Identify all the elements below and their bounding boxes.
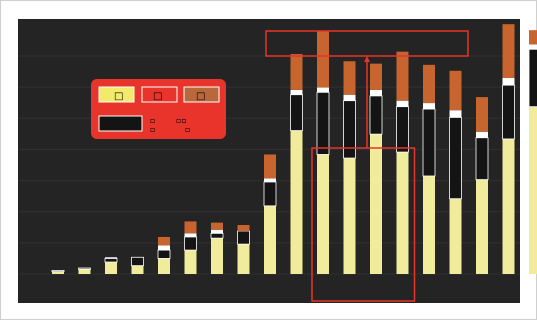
bar-segment xyxy=(78,269,91,274)
legend-swatch-2 xyxy=(141,86,178,103)
bar-segment xyxy=(237,244,250,274)
bar-segment xyxy=(184,250,197,274)
bar-segment xyxy=(105,262,117,274)
bar-segment xyxy=(343,100,356,159)
bar-segment xyxy=(317,154,329,274)
legend-sublabel-1: ▫ xyxy=(150,116,155,125)
bar-segment xyxy=(317,87,329,93)
bar-segment xyxy=(343,94,356,101)
bar-segment xyxy=(343,61,356,95)
bar-segment xyxy=(184,221,197,234)
bar-segment xyxy=(476,131,488,138)
bar-segment xyxy=(423,103,435,110)
legend-entry-2: □ xyxy=(153,91,162,102)
bar-segment xyxy=(290,54,303,90)
bar-segment xyxy=(529,106,537,275)
annotation xyxy=(265,30,469,302)
bar-segment xyxy=(290,130,303,274)
bar-segment xyxy=(396,100,409,107)
bar-segment xyxy=(317,31,329,88)
bar-segment xyxy=(78,267,91,270)
bar-segment xyxy=(158,245,170,251)
bar-segment xyxy=(423,175,435,274)
bar-segment xyxy=(475,137,489,180)
bar-segment xyxy=(476,179,488,274)
bar-segment xyxy=(316,91,330,155)
bar-segment xyxy=(449,110,462,118)
bar-segment xyxy=(158,258,170,274)
bar-segment xyxy=(369,95,383,135)
bar-segment xyxy=(502,77,515,86)
bar-segment xyxy=(184,233,197,237)
bar-segment xyxy=(396,106,409,153)
bar-segment xyxy=(529,30,537,45)
legend-sublabel-4: ▫ xyxy=(185,125,190,134)
bar-segment xyxy=(343,158,356,274)
bar-segment xyxy=(423,64,435,104)
bar-segment xyxy=(211,238,223,274)
bar-segment xyxy=(449,70,462,111)
bar-segment xyxy=(370,63,382,90)
bar-segment xyxy=(211,229,223,234)
bar-segment xyxy=(210,232,224,239)
bar-segment xyxy=(131,256,144,267)
bar-segment xyxy=(502,84,515,140)
legend-sublabel-2: ▫▫ xyxy=(176,116,187,125)
bar-segment xyxy=(52,271,64,274)
bar-segment xyxy=(264,178,276,182)
bar-segment xyxy=(422,108,436,177)
highlight-box xyxy=(311,147,416,302)
bar-segment xyxy=(104,258,118,263)
bar-segment xyxy=(105,257,117,259)
bar-segment xyxy=(184,236,197,251)
bar-segment xyxy=(370,134,382,274)
bar-segment xyxy=(211,222,223,230)
bar-segment xyxy=(502,138,515,274)
bar-segment xyxy=(449,198,462,274)
annotation-arrow-head xyxy=(364,56,370,62)
bar-segment xyxy=(528,48,537,108)
bar-segment xyxy=(449,117,462,200)
legend-entry-3: □ xyxy=(196,91,205,102)
bars-group xyxy=(51,24,537,275)
bar-segment xyxy=(51,270,65,273)
legend-swatch-1 xyxy=(98,86,135,103)
bar-segment xyxy=(290,89,303,95)
bar-segment xyxy=(264,205,276,274)
bar-segment xyxy=(396,51,409,101)
bar-segment xyxy=(370,89,382,96)
bar-segment xyxy=(157,249,171,259)
bar-segment xyxy=(263,181,277,207)
legend-swatch-3 xyxy=(183,86,220,103)
legend-sublabel-3: ▫ xyxy=(150,125,155,134)
bar-segment xyxy=(290,94,303,131)
bar-segment xyxy=(529,44,537,50)
bar-segment xyxy=(476,97,488,132)
bar-segment xyxy=(158,236,170,246)
bar-segment xyxy=(131,265,144,274)
legend: □ □ □ ▫ ▫▫ ▫ ▫ xyxy=(91,79,226,139)
bar-segment xyxy=(502,24,515,78)
bar-segment xyxy=(396,152,409,274)
legend-entry-1: □ xyxy=(114,91,123,102)
legend-swatch-4 xyxy=(98,115,143,132)
bar-segment xyxy=(237,224,250,231)
bar-segment xyxy=(264,154,276,179)
bar-segment xyxy=(237,230,250,245)
